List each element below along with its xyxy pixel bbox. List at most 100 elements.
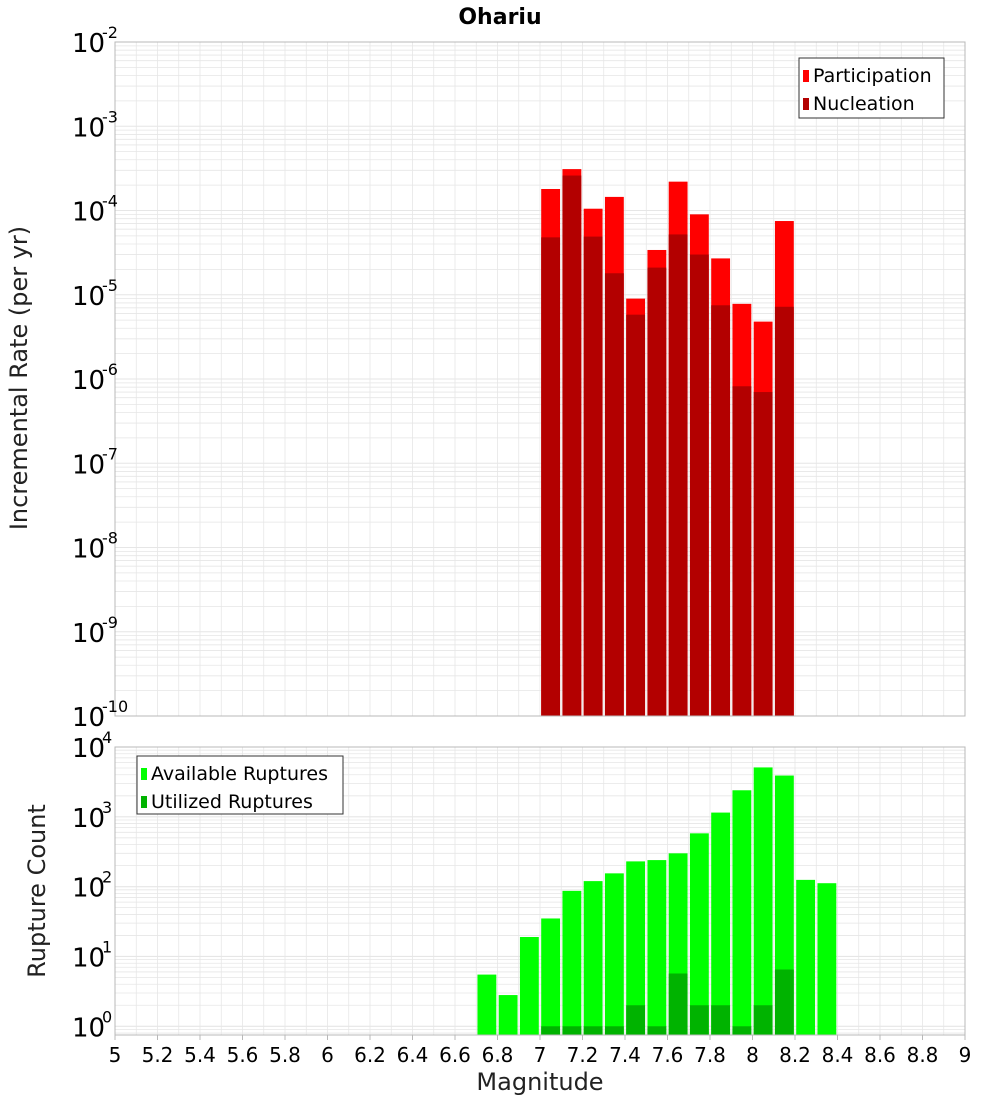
legend-swatch xyxy=(803,98,809,110)
y-tick-base: 10 xyxy=(72,703,105,733)
available-ruptures-bar xyxy=(519,936,539,1035)
nucleation-bar xyxy=(626,314,646,716)
x-tick-label: 7.6 xyxy=(652,1043,684,1067)
y-tick-label: 104 xyxy=(72,728,112,764)
y-tick-exponent: 2 xyxy=(102,868,112,887)
y-tick-label: 10-8 xyxy=(72,529,118,565)
y-tick-base: 10 xyxy=(72,943,105,973)
nucleation-bar xyxy=(711,305,731,716)
nucleation-bar xyxy=(774,306,794,716)
x-axis-label: Magnitude xyxy=(476,1068,603,1096)
x-tick-label: 7 xyxy=(534,1043,547,1067)
y-tick-exponent: 3 xyxy=(102,798,112,817)
y-tick-base: 10 xyxy=(72,29,105,59)
y-tick-base: 10 xyxy=(72,366,105,396)
utilized-ruptures-bar xyxy=(711,1005,731,1035)
legend-label: Participation xyxy=(813,65,932,87)
y-axis-label-bottom: Rupture Count xyxy=(23,804,51,978)
x-tick-label: 7.8 xyxy=(694,1043,726,1067)
utilized-ruptures-bar xyxy=(541,1026,561,1035)
legend-label: Available Ruptures xyxy=(151,763,328,785)
nucleation-bar xyxy=(732,386,752,716)
y-tick-label: 10-2 xyxy=(72,23,118,59)
nucleation-bar xyxy=(583,236,603,716)
plot-frame xyxy=(114,41,966,717)
x-tick-label: 6.6 xyxy=(439,1043,471,1067)
y-tick-base: 10 xyxy=(72,804,105,834)
y-tick-base: 10 xyxy=(72,282,105,312)
y-tick-exponent: -3 xyxy=(102,107,118,126)
legend-swatch xyxy=(803,70,809,82)
available-ruptures-bar xyxy=(796,879,816,1035)
y-axis-label-top: Incremental Rate (per yr) xyxy=(5,226,33,530)
utilized-ruptures-bar xyxy=(562,1026,582,1035)
y-tick-label: 10-4 xyxy=(72,192,118,228)
y-tick-label: 10-10 xyxy=(72,697,128,733)
y-tick-exponent: -2 xyxy=(102,23,118,42)
grid xyxy=(114,41,966,717)
nucleation-bar xyxy=(753,392,773,716)
x-tick-label: 7.4 xyxy=(609,1043,641,1067)
available-ruptures-bar xyxy=(562,890,582,1035)
legend-box xyxy=(136,755,344,815)
x-tick-label: 6 xyxy=(321,1043,334,1067)
legend-box xyxy=(798,57,945,119)
x-tick-label: 9 xyxy=(959,1043,972,1067)
available-ruptures-bar xyxy=(604,873,624,1035)
x-tick-label: 8.4 xyxy=(822,1043,854,1067)
x-tick-label: 8.2 xyxy=(779,1043,811,1067)
y-tick-base: 10 xyxy=(72,198,105,228)
nucleation-bar xyxy=(668,234,688,717)
chart-title: Ohariu xyxy=(458,5,541,30)
y-tick-exponent: 0 xyxy=(102,1007,112,1026)
y-tick-exponent: 4 xyxy=(102,728,112,747)
y-tick-base: 10 xyxy=(72,734,105,764)
legend-swatch xyxy=(141,768,147,780)
utilized-ruptures-bar xyxy=(668,973,688,1035)
y-tick-base: 10 xyxy=(72,113,105,143)
x-tick-label: 5.6 xyxy=(227,1043,259,1067)
available-ruptures-bar xyxy=(647,860,667,1035)
y-tick-exponent: -6 xyxy=(102,360,118,379)
utilized-ruptures-bar xyxy=(774,969,794,1035)
y-tick-base: 10 xyxy=(72,874,105,904)
x-tick-label: 5 xyxy=(109,1043,122,1067)
x-tick-label: 7.2 xyxy=(567,1043,599,1067)
x-tick-label: 5.4 xyxy=(184,1043,216,1067)
y-tick-label: 10-5 xyxy=(72,276,118,312)
x-tick-label: 5.8 xyxy=(269,1043,301,1067)
utilized-ruptures-bar xyxy=(753,1005,773,1035)
y-tick-exponent: -5 xyxy=(102,276,118,295)
nucleation-bar xyxy=(689,254,709,716)
y-tick-exponent: -7 xyxy=(102,444,118,463)
nucleation-bar xyxy=(647,267,667,716)
y-tick-exponent: -9 xyxy=(102,613,118,632)
available-ruptures-bar xyxy=(477,974,497,1035)
available-ruptures-bar xyxy=(817,883,837,1035)
legend-label: Nucleation xyxy=(813,93,915,115)
x-tick-label: 6.8 xyxy=(482,1043,514,1067)
utilized-ruptures-bar xyxy=(626,1005,646,1035)
x-tick-label: 6.2 xyxy=(354,1043,386,1067)
legend: Available Ruptures Utilized Ruptures xyxy=(136,755,344,815)
nucleation-bar xyxy=(541,237,561,717)
y-tick-exponent: -4 xyxy=(102,192,118,211)
available-ruptures-bar xyxy=(626,861,646,1035)
nucleation-bar xyxy=(562,175,582,716)
y-tick-label: 10-6 xyxy=(72,360,118,396)
legend-swatch xyxy=(141,796,147,808)
available-ruptures-bar xyxy=(732,790,752,1035)
y-tick-base: 10 xyxy=(72,450,105,480)
y-tick-base: 10 xyxy=(72,1013,105,1043)
x-tick-labels: 5 5.2 5.4 5.6 5.8 6 6.2 6.4 6.6 6.8 7 7.2 7.4 7.6 7.8 8… xyxy=(109,1035,972,1067)
y-tick-label: 101 xyxy=(72,937,112,973)
y-tick-label: 103 xyxy=(72,798,112,834)
legend: Participation Nucleation xyxy=(798,57,945,119)
nucleation-bar xyxy=(604,273,624,716)
y-tick-base: 10 xyxy=(72,535,105,565)
bars xyxy=(541,169,794,717)
x-tick-label: 6.4 xyxy=(397,1043,429,1067)
